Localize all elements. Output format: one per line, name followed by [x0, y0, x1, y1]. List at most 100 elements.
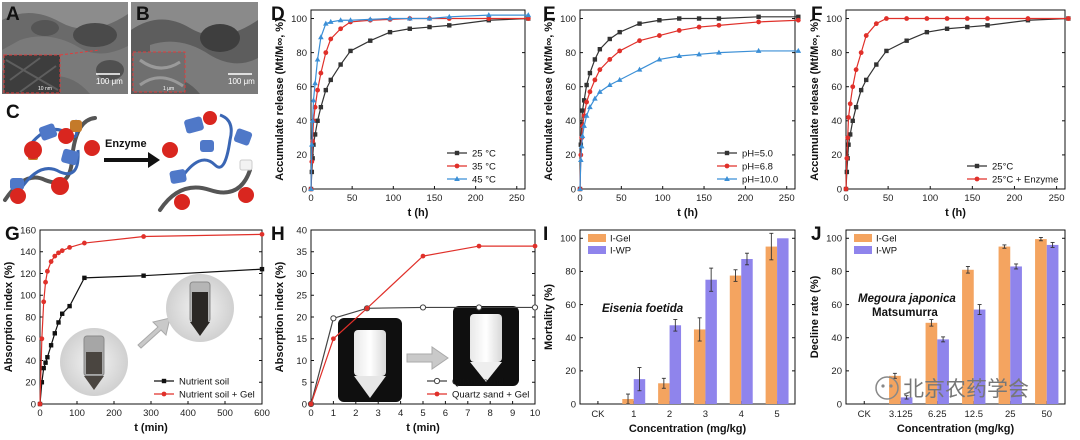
data-point [364, 305, 370, 311]
x-tick-label: 0 [308, 193, 313, 204]
y-tick-label: 60 [565, 300, 576, 311]
data-point [525, 12, 532, 18]
data-point [904, 16, 910, 21]
enzyme-arrow: Enzyme [104, 138, 160, 168]
chart-i: 0 20 40 60 80 100 Mortality (%) Concentration (… [543, 229, 796, 435]
y-axis-label: Accumulate release (Mt/M∞, %) [809, 18, 821, 181]
photo-nutrient-soil-before [60, 328, 128, 396]
y-tick-label: 80 [831, 267, 842, 278]
data-point [367, 16, 374, 22]
data-point [696, 24, 702, 30]
data-point [476, 243, 482, 249]
panel-label-c: C [6, 102, 20, 123]
data-point [427, 24, 432, 30]
panel-label-e: E [543, 4, 556, 25]
data-point [312, 132, 318, 137]
data-point [327, 18, 334, 24]
legend-label: pH=5.0 [742, 149, 773, 160]
data-point [884, 16, 889, 21]
schematic-after [158, 111, 254, 212]
data-point [52, 331, 57, 336]
x-axis-label: Concentration (mg/kg) [629, 423, 747, 435]
data-point [419, 304, 427, 311]
data-point [387, 15, 393, 21]
x-tick-label: 200 [106, 408, 122, 419]
x-tick-label: 100 [69, 408, 85, 419]
data-point [853, 104, 859, 110]
y-tick-label: 80 [25, 312, 36, 323]
data-point [579, 133, 586, 139]
data-point [141, 234, 147, 239]
legend-label: I-WP [610, 246, 631, 257]
y-tick-label: 100 [20, 291, 36, 302]
x-tick-label: 400 [180, 408, 196, 419]
series-line-1 [310, 306, 535, 405]
legend-marker [974, 176, 980, 182]
bar [705, 279, 717, 404]
data-point [583, 112, 590, 118]
legend-marker [454, 176, 460, 181]
gray-arrow [137, 317, 171, 349]
data-point [328, 77, 333, 83]
data-point [577, 186, 583, 191]
x-tick-label: 250 [779, 193, 795, 204]
data-point [338, 26, 344, 32]
data-point [796, 14, 801, 20]
wechat-icon [875, 376, 899, 400]
data-point [904, 38, 909, 43]
y-tick-label: 100 [826, 14, 842, 25]
bar [693, 329, 706, 404]
data-point [82, 240, 87, 246]
data-point [59, 248, 65, 254]
panel-label-d: D [271, 4, 285, 25]
y-tick-label: 100 [826, 234, 842, 245]
x-tick-label: 50 [616, 193, 627, 204]
data-point [337, 17, 344, 23]
y-tick-label: 40 [296, 116, 307, 127]
data-point [846, 115, 851, 120]
y-tick-label: 100 [291, 14, 307, 25]
data-point [636, 66, 643, 72]
data-point [607, 36, 612, 42]
data-point [578, 143, 585, 149]
x-tick-label: 50 [347, 193, 358, 204]
data-point [67, 245, 72, 250]
data-point [48, 343, 54, 348]
chart-d: 0 20 40 60 80 100 Accumulate release (Mt/M∞, %… [274, 9, 532, 219]
panel-label-f: F [811, 4, 823, 25]
data-point [716, 49, 722, 55]
data-point [312, 104, 318, 110]
x-tick-label: 150 [964, 193, 980, 204]
y-tick-label: 20 [565, 150, 576, 161]
x-tick-label: 500 [217, 408, 233, 419]
data-point [944, 26, 950, 31]
x-axis-label: t (h) [677, 207, 698, 219]
x-tick-label: 150 [696, 193, 712, 204]
data-point [716, 16, 722, 21]
x-tick-label: 0 [37, 408, 42, 419]
legend-swatch [588, 246, 606, 254]
scale-label-large: 100 μm [96, 77, 123, 86]
y-tick-label: 0 [837, 399, 842, 410]
data-point [853, 67, 859, 73]
data-point [45, 268, 50, 274]
x-tick-label: 150 [427, 193, 443, 204]
legend-swatch [588, 234, 606, 242]
data-point [637, 21, 642, 26]
data-point [310, 97, 317, 103]
series-line-1 [310, 17, 529, 190]
bar [937, 339, 949, 404]
y-axis-label: Accumulate release (Mt/M∞, %) [274, 18, 286, 181]
x-tick-label: 0 [308, 408, 313, 419]
x-tick-label: 100 [655, 193, 671, 204]
data-point [446, 13, 453, 19]
legend-swatch [854, 246, 872, 254]
data-point [330, 315, 337, 322]
enzyme-label: Enzyme [105, 138, 147, 150]
data-point [315, 118, 320, 124]
plot-frame [845, 9, 1066, 190]
x-tick-label: 50 [1041, 409, 1052, 420]
panel-label-b: B [136, 4, 150, 25]
y-tick-label: 80 [296, 48, 307, 59]
bar [669, 325, 682, 404]
